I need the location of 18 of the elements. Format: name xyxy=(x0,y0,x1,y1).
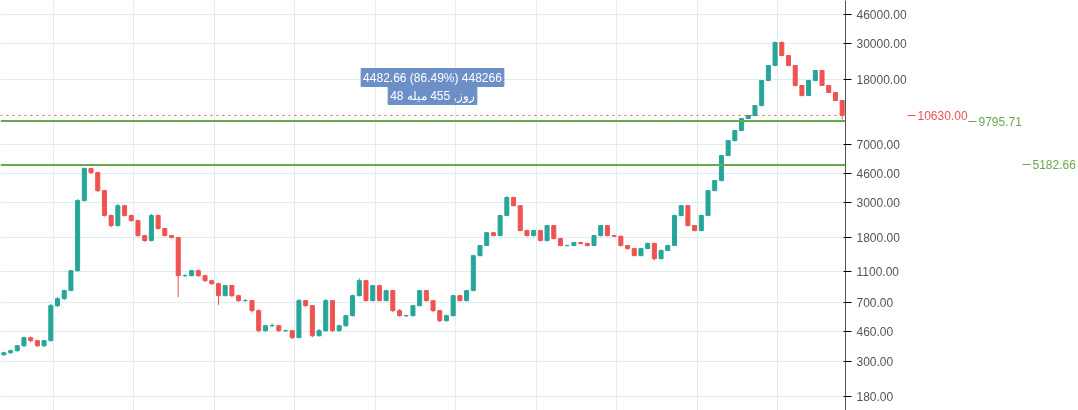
y-tick-label: 30000.00 xyxy=(856,37,907,52)
y-tick-label: 3000.00 xyxy=(856,196,901,211)
y-tick-label: 46000.00 xyxy=(856,7,907,22)
ref-line-label: 9795.71 xyxy=(978,114,1023,129)
y-tick-label: 1100.00 xyxy=(856,265,900,280)
ref-line-label: 10630.00 xyxy=(917,108,968,123)
y-tick-label: 460.00 xyxy=(856,325,894,340)
y-tick-label: 7000.00 xyxy=(856,137,901,152)
y-tick-label: 700.00 xyxy=(856,296,894,311)
candlestick xyxy=(115,203,121,228)
y-tick-label: 300.00 xyxy=(856,354,894,369)
y-tick-label: 1800.00 xyxy=(856,231,901,246)
ref-line-label: 5182.66 xyxy=(1032,158,1077,173)
y-tick-label: 4600.00 xyxy=(856,166,901,181)
y-tick-label: 18000.00 xyxy=(856,72,907,87)
y-tick-label: 180.00 xyxy=(856,390,894,405)
annotation: 4482.66 (86.49%) 448266 xyxy=(363,70,503,85)
annotation: 48 روز, 455 میله xyxy=(390,88,475,103)
